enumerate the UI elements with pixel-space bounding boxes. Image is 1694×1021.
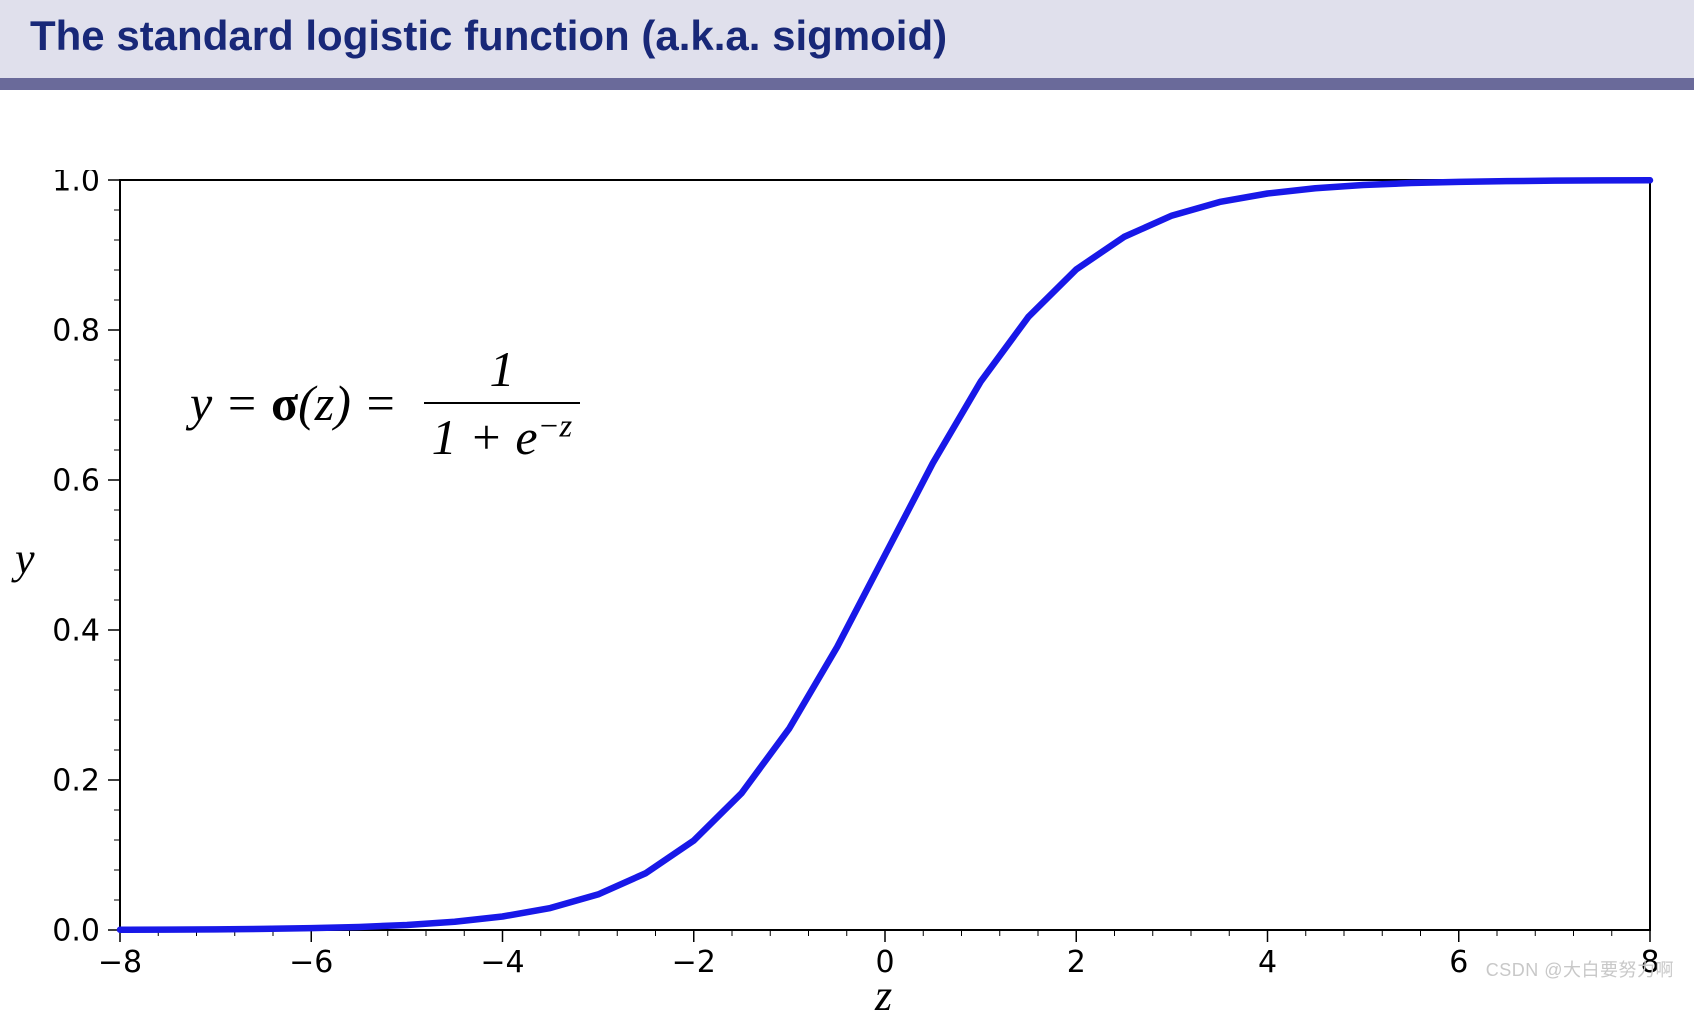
svg-text:0.8: 0.8 — [52, 314, 100, 349]
svg-text:4: 4 — [1258, 945, 1277, 980]
svg-text:−2: −2 — [672, 945, 716, 980]
chart-svg: −8−6−4−2024680.00.20.40.60.81.0 — [40, 170, 1660, 980]
svg-text:−4: −4 — [480, 945, 524, 980]
svg-text:2: 2 — [1067, 945, 1086, 980]
formula-arg: (z) — [298, 375, 351, 431]
header-divider — [0, 78, 1694, 90]
sigmoid-formula: y = σ(z) = 1 1 + e−z — [190, 340, 580, 466]
y-axis-label: y — [15, 533, 35, 584]
formula-y: y — [190, 375, 212, 431]
svg-text:0.0: 0.0 — [52, 914, 100, 949]
watermark: CSDN @大白要努力啊 — [1486, 956, 1674, 982]
sigmoid-chart: −8−6−4−2024680.00.20.40.60.81.0 y z y = … — [40, 170, 1660, 980]
title-bar: The standard logistic function (a.k.a. s… — [0, 0, 1694, 78]
svg-text:6: 6 — [1449, 945, 1468, 980]
formula-eq1: = — [212, 375, 271, 431]
svg-text:−8: −8 — [98, 945, 142, 980]
svg-text:0.2: 0.2 — [52, 764, 100, 799]
formula-eq2: = — [351, 375, 410, 431]
page-title: The standard logistic function (a.k.a. s… — [30, 12, 1664, 60]
svg-text:0.6: 0.6 — [52, 464, 100, 499]
formula-sigma: σ — [271, 375, 298, 431]
formula-numerator: 1 — [424, 340, 581, 402]
svg-text:0.4: 0.4 — [52, 614, 100, 649]
formula-denominator: 1 + e−z — [424, 402, 581, 466]
svg-text:1.0: 1.0 — [52, 170, 100, 199]
x-axis-label: z — [875, 970, 892, 1021]
svg-text:−6: −6 — [289, 945, 333, 980]
